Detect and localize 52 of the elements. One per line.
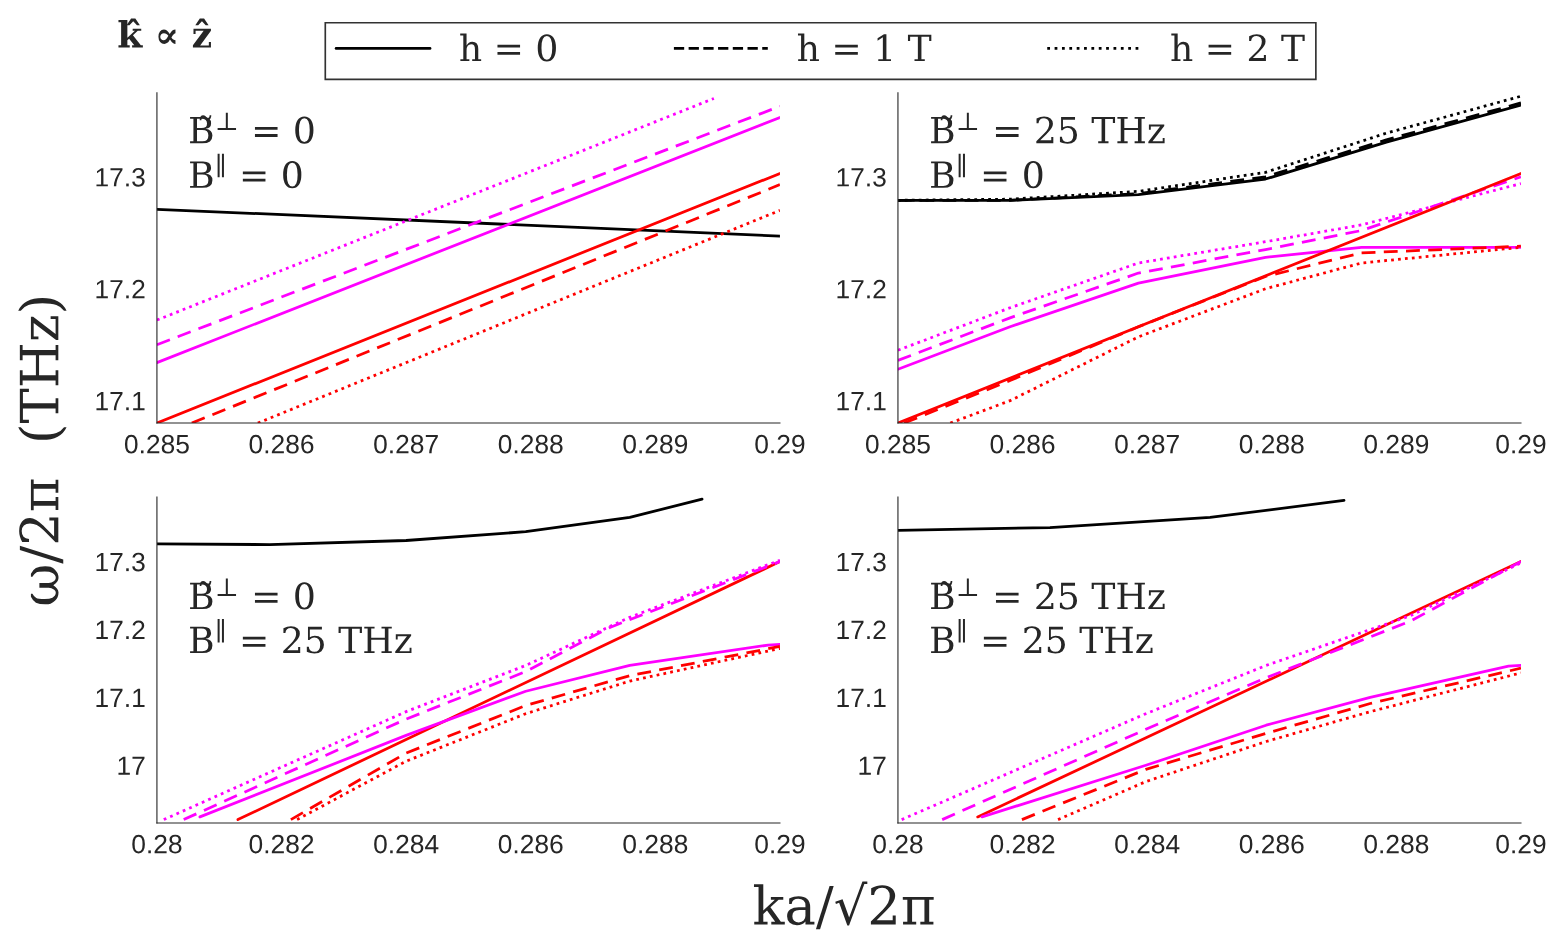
x-tick-label: 0.289 bbox=[1364, 434, 1429, 454]
annotation: B̃$^{⊥}$ = 0 bbox=[190, 112, 314, 144]
annotation: B̃$^{⊥}$ = 25 THz bbox=[931, 578, 1165, 610]
y-tick-label: 17 bbox=[118, 756, 145, 775]
x-tick-label: 0.29 bbox=[1496, 434, 1546, 454]
x-tick-label: 0.289 bbox=[623, 434, 688, 454]
annotation: B̃$^{⊥}$ = 0 bbox=[190, 578, 314, 610]
x-tick-label: 0.284 bbox=[1115, 834, 1180, 854]
y-tick-label: 17.2 bbox=[837, 279, 886, 299]
legend-label: h = 2 T bbox=[1171, 33, 1305, 62]
y-tick-label: 17.2 bbox=[837, 620, 886, 640]
x-tick-label: 0.288 bbox=[1239, 434, 1304, 454]
y-tick-label: 17.3 bbox=[96, 552, 145, 572]
x-tick-label: 0.286 bbox=[1239, 834, 1304, 854]
x-tick-label: 0.29 bbox=[755, 834, 805, 854]
legend-label: h = 1 T bbox=[797, 33, 932, 62]
y-tick-label: 17.3 bbox=[837, 552, 886, 572]
x-tick-label: 0.282 bbox=[249, 834, 314, 854]
y-tick-label: 17.1 bbox=[837, 688, 886, 707]
x-axis-title: ka/√2π bbox=[753, 881, 934, 930]
y-axis-title: ω/2π (THz) bbox=[18, 297, 67, 605]
x-tick-label: 0.28 bbox=[873, 834, 923, 854]
legend-label: h = 0 bbox=[460, 33, 556, 62]
annotation: B$^{∥}$ = 25 THz bbox=[931, 619, 1153, 654]
x-tick-label: 0.288 bbox=[1364, 834, 1429, 854]
annotation: B̃$^{⊥}$ = 25 THz bbox=[931, 112, 1165, 144]
x-tick-label: 0.287 bbox=[374, 434, 438, 454]
y-tick-label: 17.1 bbox=[837, 392, 886, 411]
x-tick-label: 0.287 bbox=[1115, 434, 1179, 454]
y-tick-label: 17.2 bbox=[96, 279, 145, 299]
y-tick-label: 17.3 bbox=[837, 167, 886, 187]
x-tick-label: 0.286 bbox=[990, 434, 1055, 454]
x-tick-label: 0.285 bbox=[865, 434, 930, 454]
y-tick-label: 17.1 bbox=[96, 392, 145, 411]
y-tick-label: 17.2 bbox=[96, 620, 145, 640]
x-tick-label: 0.288 bbox=[623, 834, 688, 854]
y-tick-label: 17.1 bbox=[96, 688, 145, 707]
y-tick-label: 17 bbox=[859, 756, 886, 775]
x-tick-label: 0.286 bbox=[249, 434, 314, 454]
x-tick-label: 0.282 bbox=[990, 834, 1055, 854]
annotation: B$^{∥}$ = 25 THz bbox=[190, 619, 412, 654]
x-tick-label: 0.28 bbox=[132, 834, 182, 854]
chart-title: k̂ ∝ ẑ bbox=[118, 18, 211, 48]
annotation: B$^{∥}$ = 0 bbox=[931, 153, 1043, 189]
x-tick-label: 0.286 bbox=[498, 834, 563, 854]
x-tick-label: 0.285 bbox=[124, 434, 189, 454]
y-tick-label: 17.3 bbox=[96, 167, 145, 187]
annotation: B$^{∥}$ = 0 bbox=[190, 153, 302, 189]
x-tick-label: 0.284 bbox=[374, 834, 439, 854]
x-tick-label: 0.29 bbox=[755, 434, 805, 454]
x-tick-label: 0.288 bbox=[498, 434, 563, 454]
x-tick-label: 0.29 bbox=[1496, 834, 1546, 854]
